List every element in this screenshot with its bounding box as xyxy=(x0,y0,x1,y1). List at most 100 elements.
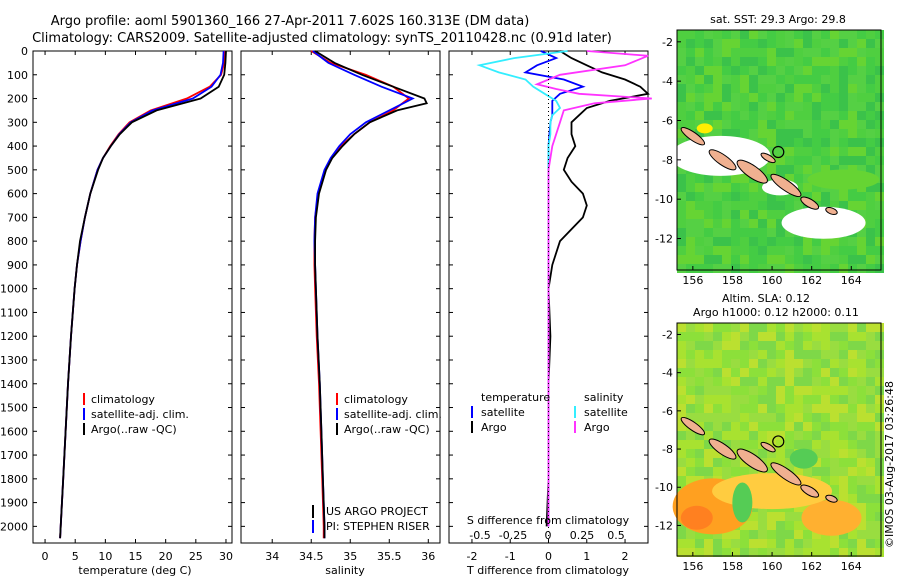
map-cell xyxy=(812,413,821,422)
map-cell xyxy=(767,422,776,431)
map-cell xyxy=(812,359,821,368)
map-cell xyxy=(839,377,848,386)
map-cell xyxy=(803,147,812,156)
map-cell xyxy=(677,93,686,102)
map-cell xyxy=(839,323,848,332)
map-cell xyxy=(767,539,776,548)
map-cell xyxy=(713,174,722,183)
map-cell xyxy=(875,219,884,228)
depth-tick-label: 1600 xyxy=(0,425,28,438)
island xyxy=(825,206,838,215)
map-cell xyxy=(677,404,686,413)
map-cell xyxy=(848,102,857,111)
map-cell xyxy=(767,413,776,422)
lon-tick-label: 164 xyxy=(841,560,862,573)
s-tick-label: -0.25 xyxy=(499,529,527,542)
map-cell xyxy=(857,201,866,210)
series-line xyxy=(545,50,650,527)
map-cell xyxy=(875,75,884,84)
map-cell xyxy=(821,386,830,395)
map-cell xyxy=(866,431,875,440)
map-cell xyxy=(866,183,875,192)
map-cell xyxy=(803,404,812,413)
map-cell xyxy=(767,201,776,210)
map-cell xyxy=(803,237,812,246)
map-cell xyxy=(785,57,794,66)
map-cell xyxy=(749,548,758,557)
map-cell xyxy=(713,449,722,458)
map-cell xyxy=(731,246,740,255)
map-cell xyxy=(695,548,704,557)
depth-tick-label: 0 xyxy=(21,45,28,58)
map-cell xyxy=(686,341,695,350)
map-cell xyxy=(776,84,785,93)
map-cell xyxy=(686,368,695,377)
map-cell xyxy=(866,494,875,503)
map-cell xyxy=(812,57,821,66)
map-cell xyxy=(713,102,722,111)
map-cell xyxy=(875,350,884,359)
map-cell xyxy=(731,228,740,237)
map-cell xyxy=(839,147,848,156)
map-cell xyxy=(839,93,848,102)
map-cell xyxy=(785,341,794,350)
map-cell xyxy=(821,30,830,39)
map-cell xyxy=(812,75,821,84)
map-cell xyxy=(803,548,812,557)
map-cell xyxy=(830,138,839,147)
map-cell xyxy=(821,48,830,57)
map-cell xyxy=(677,521,686,530)
map-cell xyxy=(776,413,785,422)
map-cell xyxy=(767,512,776,521)
map-cell xyxy=(677,548,686,557)
map-cell xyxy=(875,368,884,377)
map-cell xyxy=(812,386,821,395)
map-cell xyxy=(785,386,794,395)
map-cell xyxy=(812,111,821,120)
map-cell xyxy=(767,548,776,557)
map-cell xyxy=(785,129,794,138)
map-cell xyxy=(848,341,857,350)
map-cell xyxy=(875,341,884,350)
map-cell xyxy=(857,395,866,404)
map-cell xyxy=(695,332,704,341)
map-cell xyxy=(740,368,749,377)
x-tick-label: 5 xyxy=(72,550,79,563)
map-cell xyxy=(794,237,803,246)
map-cell xyxy=(812,332,821,341)
map-cell xyxy=(758,219,767,228)
map-cell xyxy=(785,530,794,539)
map-cell xyxy=(830,30,839,39)
map-cell xyxy=(794,57,803,66)
map-cell xyxy=(821,449,830,458)
map-cell xyxy=(866,84,875,93)
map-cell xyxy=(866,210,875,219)
map-cell xyxy=(776,440,785,449)
map-cell xyxy=(758,350,767,359)
map-cell xyxy=(848,494,857,503)
map-cell xyxy=(704,102,713,111)
map-cell xyxy=(731,255,740,264)
x-tick-label: 0 xyxy=(42,550,49,563)
map-cell xyxy=(677,476,686,485)
map-cell xyxy=(857,359,866,368)
map-cell xyxy=(740,57,749,66)
map-cell xyxy=(731,57,740,66)
map-cell xyxy=(875,156,884,165)
map-cell xyxy=(821,395,830,404)
map-cell xyxy=(767,449,776,458)
temperature-panel-frame xyxy=(32,50,233,544)
map-cell xyxy=(794,264,803,273)
map-cell xyxy=(713,377,722,386)
map-cell xyxy=(866,129,875,138)
map-cell xyxy=(758,75,767,84)
map-cell xyxy=(749,120,758,129)
depth-tick-label: 500 xyxy=(7,164,28,177)
map-cell xyxy=(686,66,695,75)
map-cell xyxy=(866,39,875,48)
island xyxy=(736,159,768,184)
legend-argo: Argo(..raw -QC) xyxy=(91,423,177,436)
map-cell xyxy=(812,255,821,264)
map-cell xyxy=(785,404,794,413)
map-cell xyxy=(677,539,686,548)
